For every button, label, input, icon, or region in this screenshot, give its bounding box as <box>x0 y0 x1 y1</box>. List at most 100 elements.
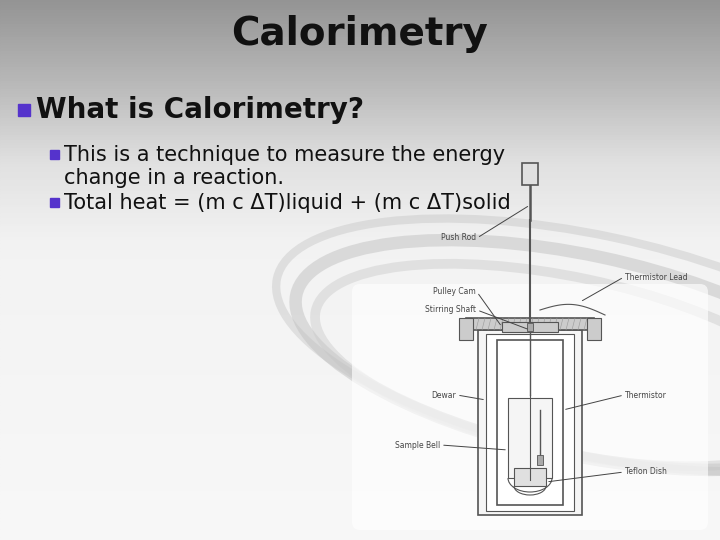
Bar <box>0 380 720 383</box>
Bar <box>0 248 720 251</box>
Bar <box>0 332 720 335</box>
Bar <box>0 396 720 400</box>
Bar <box>0 197 720 200</box>
Bar <box>0 502 720 505</box>
Bar <box>0 35 720 38</box>
Text: Push Rod: Push Rod <box>441 233 476 242</box>
Bar <box>0 523 720 526</box>
Bar <box>0 5 720 8</box>
Bar <box>0 10 720 14</box>
Bar <box>0 334 720 338</box>
Bar <box>0 315 720 319</box>
Bar <box>0 429 720 432</box>
Bar <box>0 240 720 243</box>
Bar <box>0 134 720 138</box>
Bar <box>0 94 720 97</box>
Bar <box>0 13 720 16</box>
Bar <box>0 8 720 11</box>
Bar <box>0 237 720 240</box>
Bar <box>0 407 720 410</box>
Bar <box>0 359 720 362</box>
Bar <box>0 288 720 292</box>
Bar <box>0 472 720 475</box>
Bar <box>0 29 720 32</box>
Bar <box>522 163 538 185</box>
Bar <box>0 291 720 294</box>
Bar <box>0 48 720 51</box>
Bar <box>0 213 720 216</box>
Bar <box>0 453 720 456</box>
Bar <box>0 126 720 130</box>
Bar <box>0 161 720 165</box>
Text: Sample Bell: Sample Bell <box>395 441 440 449</box>
Bar <box>587 318 601 340</box>
Bar <box>0 226 720 230</box>
Bar <box>0 426 720 429</box>
Bar <box>0 116 720 119</box>
Bar <box>0 159 720 162</box>
Bar <box>0 102 720 105</box>
Bar <box>0 121 720 124</box>
Bar <box>0 232 720 235</box>
Bar <box>0 89 720 92</box>
Bar <box>0 458 720 462</box>
Bar <box>0 321 720 324</box>
Bar <box>0 137 720 140</box>
Bar <box>486 334 574 511</box>
Bar <box>0 310 720 313</box>
Bar <box>0 391 720 394</box>
Bar <box>50 150 59 159</box>
Bar <box>0 16 720 19</box>
Text: What is Calorimetry?: What is Calorimetry? <box>36 96 364 124</box>
Bar <box>0 64 720 68</box>
Bar <box>0 342 720 346</box>
Bar <box>0 164 720 167</box>
Bar <box>0 78 720 81</box>
Bar <box>508 398 552 478</box>
Bar <box>0 178 720 181</box>
Bar <box>0 194 720 197</box>
Bar <box>0 488 720 491</box>
Bar <box>0 0 720 3</box>
Bar <box>0 469 720 472</box>
Bar <box>0 59 720 62</box>
Text: Teflon Dish: Teflon Dish <box>625 468 667 476</box>
Bar <box>0 153 720 157</box>
Bar <box>537 455 543 465</box>
Bar <box>0 56 720 59</box>
Bar <box>0 431 720 435</box>
Bar <box>0 340 720 343</box>
Bar <box>0 423 720 427</box>
Bar <box>0 45 720 49</box>
Bar <box>0 32 720 35</box>
Bar <box>0 124 720 127</box>
Bar <box>0 526 720 529</box>
Bar <box>0 353 720 356</box>
Bar <box>0 367 720 370</box>
Bar <box>0 518 720 521</box>
FancyBboxPatch shape <box>352 284 708 530</box>
Bar <box>0 51 720 54</box>
Bar <box>0 399 720 402</box>
Bar <box>0 507 720 510</box>
Text: Pulley Cam: Pulley Cam <box>433 287 476 296</box>
Bar <box>0 348 720 351</box>
Bar <box>0 383 720 386</box>
Bar <box>0 434 720 437</box>
Bar <box>0 329 720 332</box>
Bar <box>0 151 720 154</box>
Bar <box>50 198 59 207</box>
Bar <box>0 437 720 440</box>
Bar <box>0 86 720 89</box>
Bar <box>0 375 720 378</box>
Bar <box>0 37 720 40</box>
Bar <box>0 410 720 413</box>
Bar <box>0 456 720 459</box>
Bar <box>0 210 720 213</box>
Bar <box>478 330 582 515</box>
Bar <box>0 283 720 286</box>
Text: This is a technique to measure the energy: This is a technique to measure the energ… <box>64 145 505 165</box>
Bar <box>0 205 720 208</box>
Bar <box>0 388 720 392</box>
Bar <box>0 307 720 310</box>
